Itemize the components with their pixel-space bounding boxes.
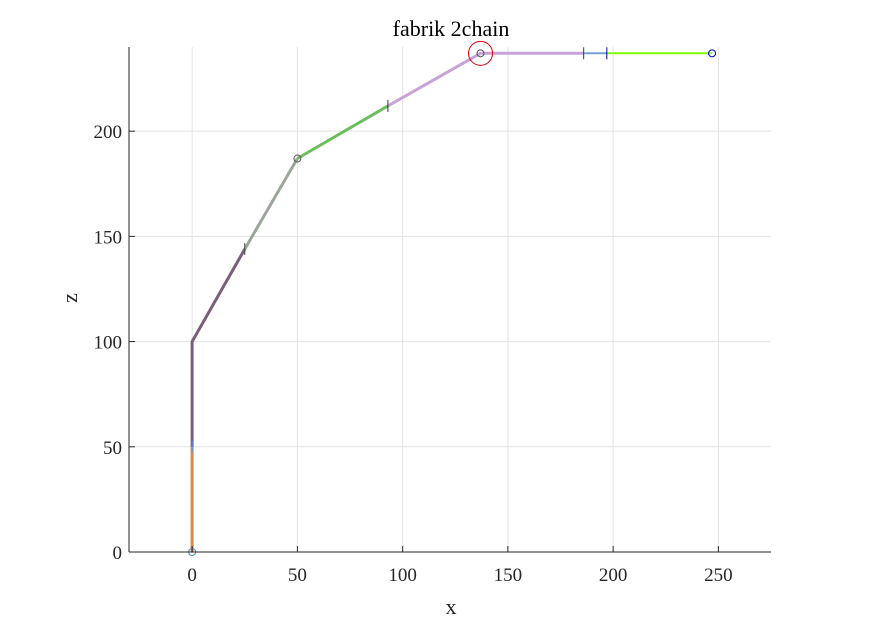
y-axis-label: z <box>57 293 82 303</box>
x-tick-label: 250 <box>704 565 733 586</box>
x-tick-label: 100 <box>388 565 417 586</box>
chain-segment <box>243 157 299 250</box>
x-axis-label: x <box>446 594 457 619</box>
x-tick-label: 150 <box>494 565 523 586</box>
target-circle <box>468 40 494 66</box>
y-tick-label: 0 <box>113 543 123 564</box>
y-tick-label: 50 <box>103 438 122 459</box>
joint-marker <box>476 49 485 58</box>
y-tick-label: 100 <box>94 333 123 354</box>
chain-segment <box>387 51 584 108</box>
chain-segment <box>190 248 247 447</box>
y-tick-label: 150 <box>94 227 123 248</box>
chart-title: fabrik 2chain <box>393 16 510 41</box>
joint-marker <box>293 154 302 163</box>
joint-marker <box>708 49 717 58</box>
axes <box>128 47 771 553</box>
y-tick-labels: 0 50 100 150 200 <box>94 122 123 564</box>
x-tick-label: 50 <box>288 565 307 586</box>
chain-series <box>188 40 717 556</box>
grid <box>129 47 771 553</box>
x-tick-label: 0 <box>187 565 197 586</box>
chain-segment <box>296 104 389 160</box>
y-tick-label: 200 <box>94 122 123 143</box>
x-tick-label: 200 <box>599 565 628 586</box>
plot-area <box>129 47 771 552</box>
x-tick-labels: 0 50 100 150 200 250 <box>187 565 732 586</box>
